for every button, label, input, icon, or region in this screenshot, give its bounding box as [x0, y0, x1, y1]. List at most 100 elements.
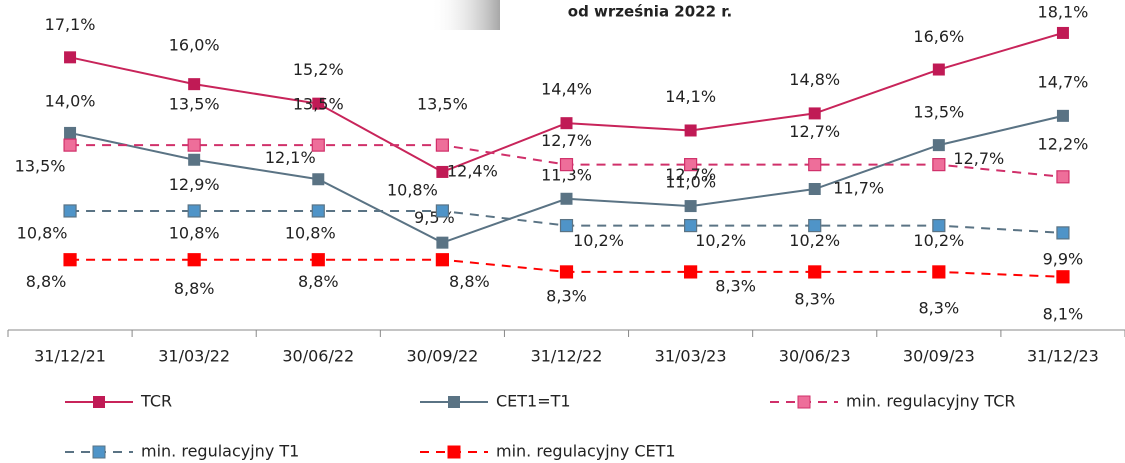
data-label: 12,7%	[953, 149, 1004, 168]
marker	[932, 265, 946, 279]
marker	[187, 253, 201, 267]
marker	[311, 204, 325, 218]
data-label: 14,7%	[1038, 72, 1089, 91]
data-label: 10,2%	[695, 231, 746, 250]
marker	[63, 138, 77, 152]
marker	[560, 117, 573, 130]
marker	[684, 158, 698, 172]
x-tick-label: 31/03/23	[655, 347, 727, 366]
marker	[311, 253, 325, 267]
x-tick-label: 31/12/22	[531, 347, 603, 366]
data-label: 8,3%	[794, 289, 835, 308]
data-label: 18,1%	[1038, 2, 1089, 21]
data-label: 8,3%	[919, 298, 960, 317]
data-label: 13,5%	[169, 95, 220, 114]
data-label: 14,1%	[665, 87, 716, 106]
legend-marker	[448, 396, 460, 408]
marker	[1056, 109, 1069, 122]
data-label: 10,2%	[573, 231, 624, 250]
data-label: 13,5%	[15, 157, 66, 176]
marker	[932, 139, 945, 152]
data-label: 12,9%	[169, 175, 220, 194]
data-label: 10,8%	[17, 223, 68, 242]
annotation: od września 2022 r.	[568, 3, 732, 21]
marker	[684, 265, 698, 279]
marker	[559, 158, 574, 172]
data-label: 13,5%	[293, 95, 344, 114]
data-label: 17,1%	[45, 15, 96, 34]
marker	[188, 78, 201, 91]
marker	[312, 97, 325, 110]
data-label: 10,8%	[285, 223, 336, 242]
legend-marker	[447, 445, 461, 459]
x-tick-label: 30/09/22	[406, 347, 478, 366]
data-label: 8,3%	[546, 286, 587, 305]
marker	[64, 51, 77, 64]
data-label: 12,7%	[541, 131, 592, 150]
data-label: 8,1%	[1043, 304, 1084, 323]
marker	[436, 236, 449, 249]
legend-marker	[93, 396, 105, 408]
legend-label: min. regulacyjny CET1	[496, 442, 676, 461]
data-label: 9,9%	[1043, 249, 1084, 268]
marker	[559, 218, 574, 233]
data-label: 11,3%	[541, 165, 592, 184]
marker	[684, 218, 698, 233]
data-label: 12,2%	[1038, 134, 1089, 153]
marker	[187, 138, 201, 152]
marker	[188, 153, 201, 166]
marker	[808, 218, 822, 233]
data-label: 8,8%	[298, 272, 339, 291]
marker	[187, 204, 201, 218]
marker	[808, 183, 821, 196]
data-label: 16,6%	[913, 27, 964, 46]
marker	[63, 204, 77, 218]
marker	[436, 165, 449, 178]
data-label: 8,8%	[26, 272, 67, 291]
data-label: 14,8%	[789, 70, 840, 89]
legend-marker	[92, 445, 106, 459]
x-tick-label: 31/12/23	[1027, 347, 1099, 366]
annotation-box	[500, 0, 1125, 30]
x-tick-label: 30/06/23	[779, 347, 851, 366]
data-label: 16,0%	[169, 36, 220, 55]
marker	[1056, 270, 1070, 284]
data-label: 10,8%	[169, 223, 220, 242]
data-label: 12,7%	[789, 122, 840, 141]
data-label: 11,7%	[833, 179, 884, 198]
data-label: 10,8%	[387, 180, 438, 199]
data-label: 12,1%	[265, 148, 316, 167]
data-label: 8,8%	[174, 279, 215, 298]
marker	[932, 218, 946, 233]
data-label: 14,4%	[541, 80, 592, 99]
x-tick-label: 31/12/21	[34, 347, 106, 366]
marker	[435, 138, 449, 152]
marker	[435, 204, 449, 218]
marker	[311, 138, 325, 152]
data-label: 8,3%	[715, 276, 756, 295]
marker	[808, 265, 822, 279]
legend-label: min. regulacyjny T1	[141, 442, 299, 461]
data-label: 12,7%	[665, 165, 716, 184]
data-label: 10,2%	[789, 231, 840, 250]
marker	[1056, 170, 1070, 184]
legend-label: CET1=T1	[496, 392, 571, 411]
data-label: 8,8%	[449, 272, 490, 291]
annotation-shadow	[430, 0, 505, 30]
marker	[1056, 26, 1069, 39]
marker	[932, 158, 946, 172]
x-tick-label: 30/06/22	[282, 347, 354, 366]
marker	[808, 107, 821, 120]
marker	[559, 265, 574, 279]
marker	[1056, 226, 1070, 240]
data-label: 13,5%	[417, 95, 468, 114]
marker	[63, 253, 77, 267]
marker	[932, 63, 945, 76]
data-label: 13,5%	[913, 103, 964, 122]
data-label: 15,2%	[293, 60, 344, 79]
legend-label: TCR	[140, 392, 172, 411]
marker	[312, 173, 325, 186]
data-label: 11,0%	[665, 173, 716, 192]
data-label: 14,0%	[45, 91, 96, 110]
